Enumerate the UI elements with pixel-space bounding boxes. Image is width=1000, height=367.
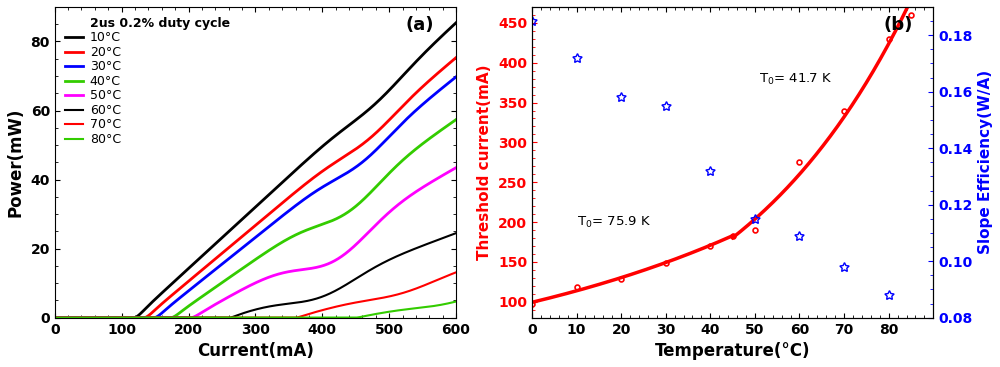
80°C — [438, 302, 450, 306]
30°C — [233, 248, 245, 252]
70°C — [233, 316, 245, 320]
20°C — [69, 316, 81, 320]
70°C — [69, 316, 81, 320]
60°C — [438, 235, 450, 240]
Line: 20°C: 20°C — [55, 58, 456, 318]
70°C — [365, 298, 377, 302]
Y-axis label: Threshold current(mA): Threshold current(mA) — [477, 65, 492, 260]
40°C — [244, 261, 256, 265]
50°C — [69, 316, 81, 320]
80°C — [450, 299, 462, 304]
70°C — [244, 316, 256, 320]
40°C — [438, 126, 450, 130]
50°C — [438, 172, 450, 177]
30°C — [438, 84, 450, 88]
30°C — [438, 84, 450, 88]
50°C — [244, 283, 256, 288]
10°C — [49, 316, 61, 320]
Line: 30°C: 30°C — [55, 77, 456, 318]
Line: 50°C: 50°C — [55, 168, 456, 318]
50°C — [450, 166, 462, 170]
30°C — [450, 75, 462, 79]
80°C — [438, 302, 450, 306]
10°C — [69, 316, 81, 320]
40°C — [233, 269, 245, 273]
60°C — [49, 316, 61, 320]
Text: T$_0$= 75.9 K: T$_0$= 75.9 K — [577, 215, 651, 230]
80°C — [233, 316, 245, 320]
20°C — [233, 237, 245, 241]
10°C — [438, 32, 450, 36]
50°C — [438, 172, 450, 177]
30°C — [244, 240, 256, 244]
60°C — [450, 231, 462, 235]
20°C — [450, 55, 462, 60]
30°C — [365, 153, 377, 157]
30°C — [49, 316, 61, 320]
10°C — [233, 220, 245, 224]
Line: 10°C: 10°C — [55, 23, 456, 318]
Text: (b): (b) — [883, 16, 912, 34]
40°C — [438, 126, 450, 130]
X-axis label: Current(mA): Current(mA) — [197, 342, 314, 360]
X-axis label: Temperature(°C): Temperature(°C) — [655, 342, 810, 360]
Text: (a): (a) — [406, 16, 434, 34]
20°C — [438, 65, 450, 70]
10°C — [450, 21, 462, 25]
Y-axis label: Power(mW): Power(mW) — [7, 108, 25, 217]
10°C — [244, 210, 256, 214]
60°C — [365, 268, 377, 272]
20°C — [244, 228, 256, 232]
Y-axis label: Slope Efficiency(W/A): Slope Efficiency(W/A) — [978, 70, 993, 254]
40°C — [69, 316, 81, 320]
50°C — [365, 228, 377, 232]
60°C — [438, 235, 450, 240]
60°C — [69, 316, 81, 320]
80°C — [365, 313, 377, 317]
70°C — [450, 270, 462, 275]
70°C — [49, 316, 61, 320]
20°C — [49, 316, 61, 320]
20°C — [365, 135, 377, 140]
50°C — [233, 289, 245, 293]
Line: 40°C: 40°C — [55, 120, 456, 318]
80°C — [244, 316, 256, 320]
40°C — [450, 117, 462, 122]
80°C — [49, 316, 61, 320]
30°C — [69, 316, 81, 320]
60°C — [233, 312, 245, 317]
10°C — [438, 32, 450, 36]
Line: 70°C: 70°C — [55, 272, 456, 318]
60°C — [244, 309, 256, 313]
Text: T$_0$= 41.7 K: T$_0$= 41.7 K — [759, 72, 833, 87]
50°C — [49, 316, 61, 320]
40°C — [49, 316, 61, 320]
Legend: 2us 0.2% duty cycle, 10°C, 20°C, 30°C, 40°C, 50°C, 60°C, 70°C, 80°C: 2us 0.2% duty cycle, 10°C, 20°C, 30°C, 4… — [61, 13, 234, 150]
70°C — [438, 275, 450, 279]
40°C — [365, 190, 377, 195]
Line: 60°C: 60°C — [55, 233, 456, 318]
10°C — [365, 106, 377, 110]
70°C — [438, 275, 450, 279]
Line: 80°C: 80°C — [55, 302, 456, 318]
20°C — [438, 65, 450, 70]
80°C — [69, 316, 81, 320]
